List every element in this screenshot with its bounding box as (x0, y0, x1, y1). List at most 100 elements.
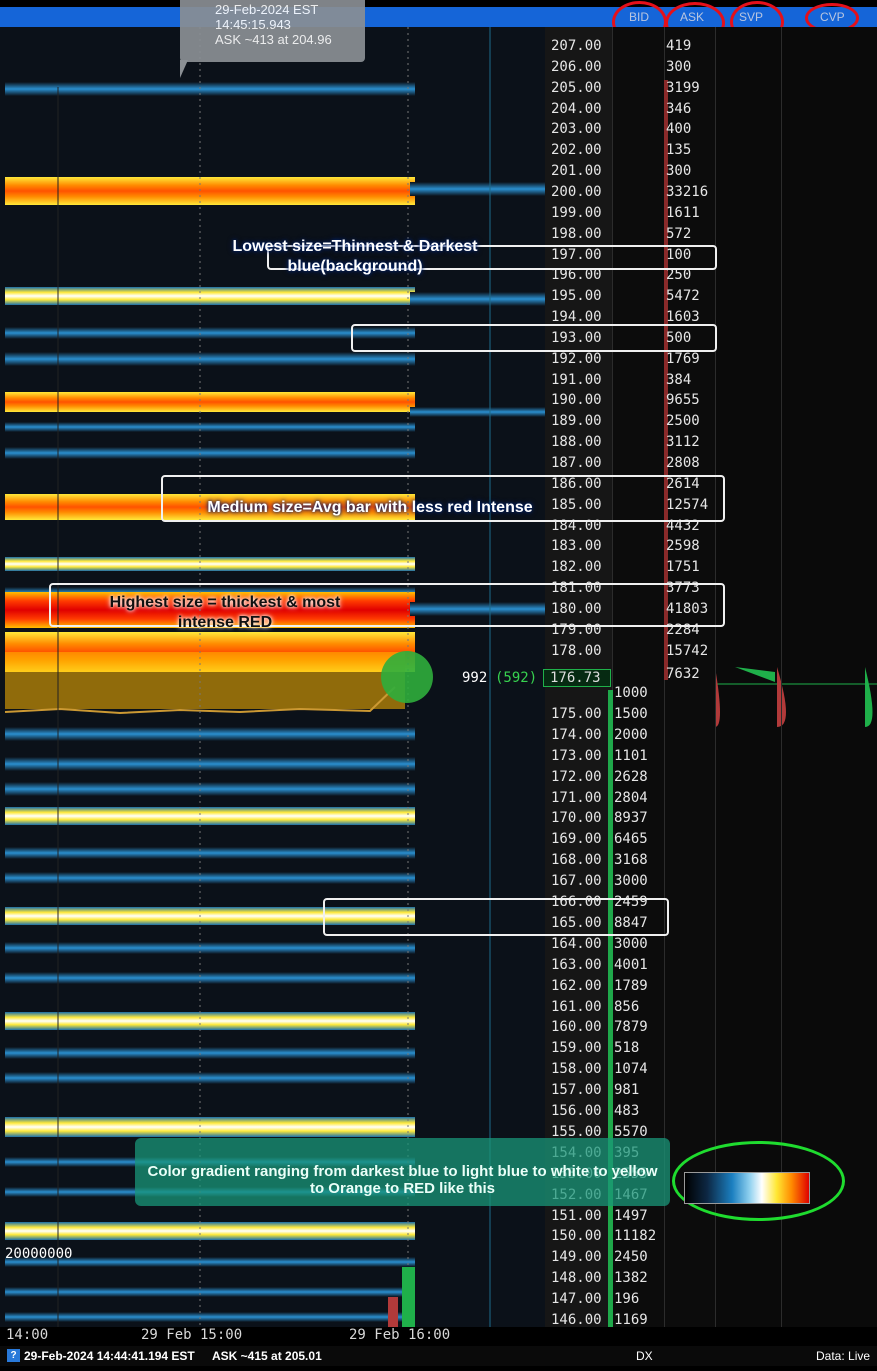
ladder-price[interactable]: 172.00 (551, 768, 602, 785)
ask-size[interactable]: 5472 (666, 288, 700, 305)
ladder-price[interactable]: 195.00 (551, 288, 602, 305)
ladder-price[interactable]: 203.00 (551, 121, 602, 138)
ask-size[interactable]: 41803 (666, 600, 709, 617)
ask-size[interactable]: 419 (666, 38, 692, 54)
bid-size[interactable]: 518 (614, 1040, 640, 1057)
bid-size[interactable]: 7879 (614, 1019, 648, 1036)
ask-size[interactable]: 2614 (666, 475, 700, 492)
ladder-price[interactable]: 180.00 (551, 600, 602, 617)
bid-size[interactable]: 2628 (614, 768, 648, 785)
ladder-price[interactable]: 164.00 (551, 935, 602, 952)
bid-size[interactable]: 8847 (614, 914, 648, 931)
ask-size[interactable]: 100 (666, 246, 692, 263)
bid-size[interactable]: 2000 (614, 726, 648, 743)
ladder-price[interactable]: 207.00 (551, 38, 602, 54)
ladder-price[interactable]: 171.00 (551, 789, 602, 806)
bid-size[interactable]: 1500 (614, 705, 648, 722)
ask-size[interactable]: 15742 (666, 642, 709, 659)
bid-size[interactable]: 981 (614, 1082, 640, 1099)
ladder-price[interactable]: 161.00 (551, 998, 602, 1015)
bid-size[interactable]: 4001 (614, 956, 648, 973)
ask-size[interactable]: 500 (666, 329, 692, 346)
ask-size[interactable]: 2500 (666, 413, 700, 430)
ask-size[interactable]: 33216 (666, 183, 709, 200)
ladder-price[interactable]: 168.00 (551, 852, 602, 869)
ladder-price[interactable]: 149.00 (551, 1249, 602, 1266)
ladder-price[interactable]: 157.00 (551, 1082, 602, 1099)
ask-size[interactable]: 300 (666, 58, 692, 75)
ladder-price[interactable]: 146.00 (551, 1312, 602, 1328)
ladder-price[interactable]: 198.00 (551, 225, 602, 242)
ladder-price[interactable]: 197.00 (551, 246, 602, 263)
bid-size[interactable]: 3168 (614, 852, 648, 869)
ladder-price[interactable]: 169.00 (551, 831, 602, 848)
ladder-price[interactable]: 178.00 (551, 642, 602, 659)
ask-size[interactable]: 1751 (666, 559, 700, 576)
ladder-price[interactable]: 150.00 (551, 1228, 602, 1245)
ask-size[interactable]: 1611 (666, 204, 700, 221)
ask-size[interactable]: 300 (666, 163, 692, 180)
ladder-price[interactable]: 159.00 (551, 1040, 602, 1057)
bid-size[interactable]: 1074 (614, 1061, 648, 1078)
bid-size[interactable]: 1169 (614, 1312, 648, 1328)
ladder-price[interactable]: 205.00 (551, 79, 602, 96)
trade-bubble[interactable] (381, 651, 433, 703)
bid-size[interactable]: 5570 (614, 1123, 648, 1140)
ask-size[interactable]: 1603 (666, 309, 700, 326)
ladder-price[interactable]: 200.00 (551, 183, 602, 200)
time-axis[interactable] (0, 1327, 877, 1345)
ladder-price[interactable]: 173.00 (551, 747, 602, 764)
ladder-price[interactable]: 163.00 (551, 956, 602, 973)
ask-size[interactable]: 1769 (666, 350, 700, 367)
ladder-price[interactable]: 201.00 (551, 163, 602, 180)
ask-size[interactable]: 346 (666, 100, 692, 117)
ladder-price[interactable]: 174.00 (551, 726, 602, 743)
bid-size[interactable]: 1382 (614, 1270, 648, 1287)
ask-size[interactable]: 12574 (666, 496, 709, 513)
ladder-price[interactable]: 160.00 (551, 1019, 602, 1036)
ask-size[interactable]: 3199 (666, 79, 700, 96)
ladder-price[interactable]: 190.00 (551, 392, 602, 409)
ladder-price[interactable]: 188.00 (551, 434, 602, 451)
ask-size[interactable]: 384 (666, 371, 692, 388)
ladder-price[interactable]: 191.00 (551, 371, 602, 388)
ladder-price[interactable]: 183.00 (551, 538, 602, 555)
ladder-price[interactable]: 194.00 (551, 309, 602, 326)
bid-size[interactable]: 1101 (614, 747, 648, 764)
ladder-price[interactable]: 151.00 (551, 1207, 602, 1224)
bid-size[interactable]: 3000 (614, 935, 648, 952)
ask-size[interactable]: 250 (666, 267, 692, 284)
ladder-price[interactable]: 148.00 (551, 1270, 602, 1287)
ladder-price[interactable]: 185.00 (551, 496, 602, 513)
ladder-price[interactable]: 193.00 (551, 329, 602, 346)
ladder-price[interactable]: 202.00 (551, 142, 602, 159)
bid-size[interactable]: 6465 (614, 831, 648, 848)
bid-size[interactable]: 11182 (614, 1228, 657, 1245)
bid-size[interactable]: 483 (614, 1103, 640, 1119)
ladder-price[interactable]: 155.00 (551, 1123, 602, 1140)
ask-size[interactable]: 2808 (666, 455, 700, 471)
ladder-price[interactable]: 196.00 (551, 267, 602, 284)
bid-size[interactable]: 8937 (614, 810, 648, 827)
bid-size[interactable]: 2450 (614, 1249, 648, 1266)
bid-size[interactable]: 196 (614, 1291, 640, 1308)
ladder-price[interactable]: 165.00 (551, 914, 602, 931)
ask-size[interactable]: 9655 (666, 392, 700, 409)
ladder-price[interactable]: 170.00 (551, 810, 602, 827)
ladder-price[interactable]: 206.00 (551, 58, 602, 75)
ladder-price[interactable]: 147.00 (551, 1291, 602, 1308)
ask-size[interactable]: 572 (666, 225, 692, 242)
bid-size[interactable]: 1000 (614, 685, 648, 701)
ladder-price[interactable]: 186.00 (551, 475, 602, 492)
bid-size[interactable]: 856 (614, 998, 640, 1015)
ladder-price[interactable]: 156.00 (551, 1103, 602, 1119)
bid-size[interactable]: 1497 (614, 1207, 648, 1224)
ask-size[interactable]: 400 (666, 121, 692, 138)
ladder-price[interactable]: 187.00 (551, 455, 602, 471)
ladder-price[interactable]: 175.00 (551, 705, 602, 722)
bid-size[interactable]: 3000 (614, 873, 648, 890)
ladder-price[interactable]: 162.00 (551, 977, 602, 994)
ask-size[interactable]: 2598 (666, 538, 700, 555)
ladder-price[interactable]: 204.00 (551, 100, 602, 117)
help-icon[interactable]: ? (7, 1349, 20, 1362)
